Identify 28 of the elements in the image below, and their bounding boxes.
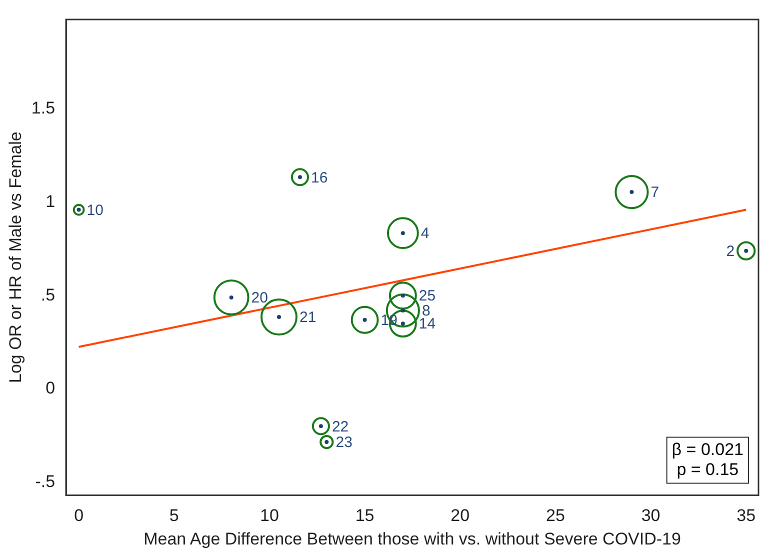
annotation: 10	[86, 202, 104, 219]
y-axis-title: Log OR or HR of Male vs Female	[6, 132, 25, 384]
x-tick-label: 25	[546, 506, 565, 526]
y-tick-label: 0	[46, 378, 56, 398]
x-tick-label: 10	[260, 506, 279, 526]
annotation: 16	[310, 169, 328, 186]
annotation: 7	[650, 184, 660, 202]
annotation: 20	[251, 290, 268, 307]
x-tick-label: 5	[169, 506, 179, 526]
x-tick-label: 0	[74, 506, 84, 526]
y-tick-label: 1.5	[31, 98, 56, 118]
y-tick-label: -.5	[35, 472, 56, 491]
annotation: 21	[299, 309, 316, 326]
annotation: p = 0.15	[676, 460, 739, 479]
x-tick-label: 30	[641, 506, 660, 526]
annotation: 2	[726, 242, 735, 260]
x-axis-title: Mean Age Difference Between those with vs. without Severe COVID-19	[144, 529, 681, 548]
y-tick-label: .5	[40, 285, 56, 304]
annotation: 14	[418, 316, 436, 333]
y-tick-label: 1	[46, 192, 56, 212]
annotation: 25	[418, 288, 436, 305]
x-tick-label: 15	[355, 506, 374, 526]
x-tick-label: 20	[450, 506, 470, 526]
annotation: 22	[332, 418, 349, 436]
annotation: 23	[336, 434, 352, 452]
annotation: β = 0.021	[672, 440, 744, 459]
annotation: 4	[420, 225, 430, 242]
x-tick-label: 35	[736, 506, 756, 526]
